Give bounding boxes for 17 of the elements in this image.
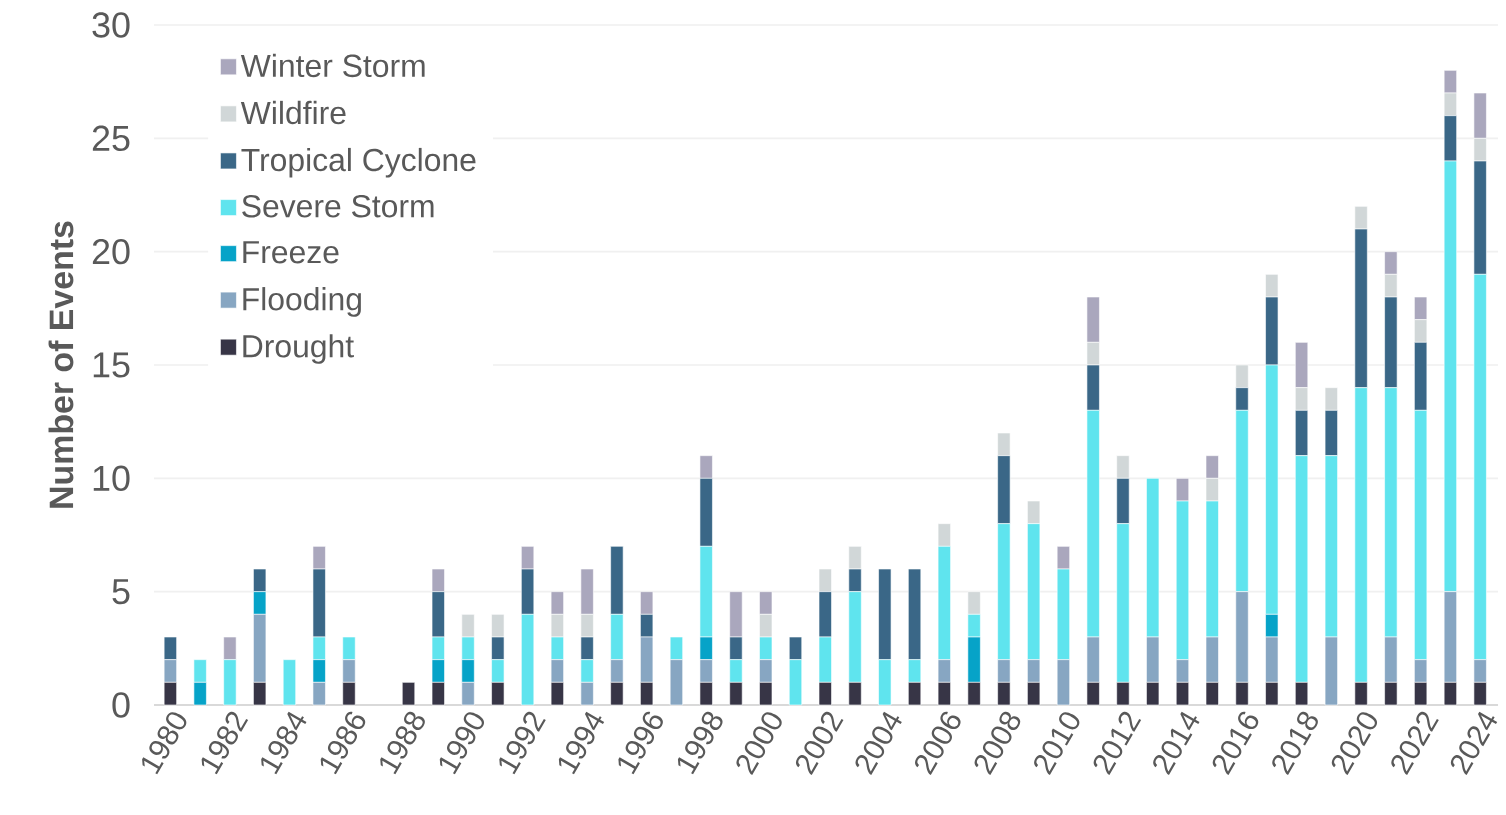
y-axis-title: Number of Events <box>48 221 74 508</box>
legend-label: Tropical Cyclone <box>241 147 476 178</box>
y-tick-label: 20 <box>92 238 130 265</box>
y-tick-label: 0 <box>112 692 130 718</box>
legend-label: Drought <box>243 334 354 364</box>
legend-label: Severe Storm <box>242 194 434 218</box>
y-tick-label: 25 <box>92 125 130 152</box>
bar <box>282 659 296 706</box>
bar <box>401 682 416 706</box>
y-tick-label: 15 <box>93 352 130 378</box>
legend-label: Wildfire <box>240 100 346 125</box>
y-tick-label: 10 <box>93 465 130 492</box>
y-tick-label: 30 <box>92 12 130 38</box>
legend-label: Flooding <box>243 287 361 317</box>
y-tick-label: 5 <box>112 579 130 605</box>
legend-label: Freeze <box>243 241 339 264</box>
legend-label: Winter Storm <box>240 53 425 78</box>
